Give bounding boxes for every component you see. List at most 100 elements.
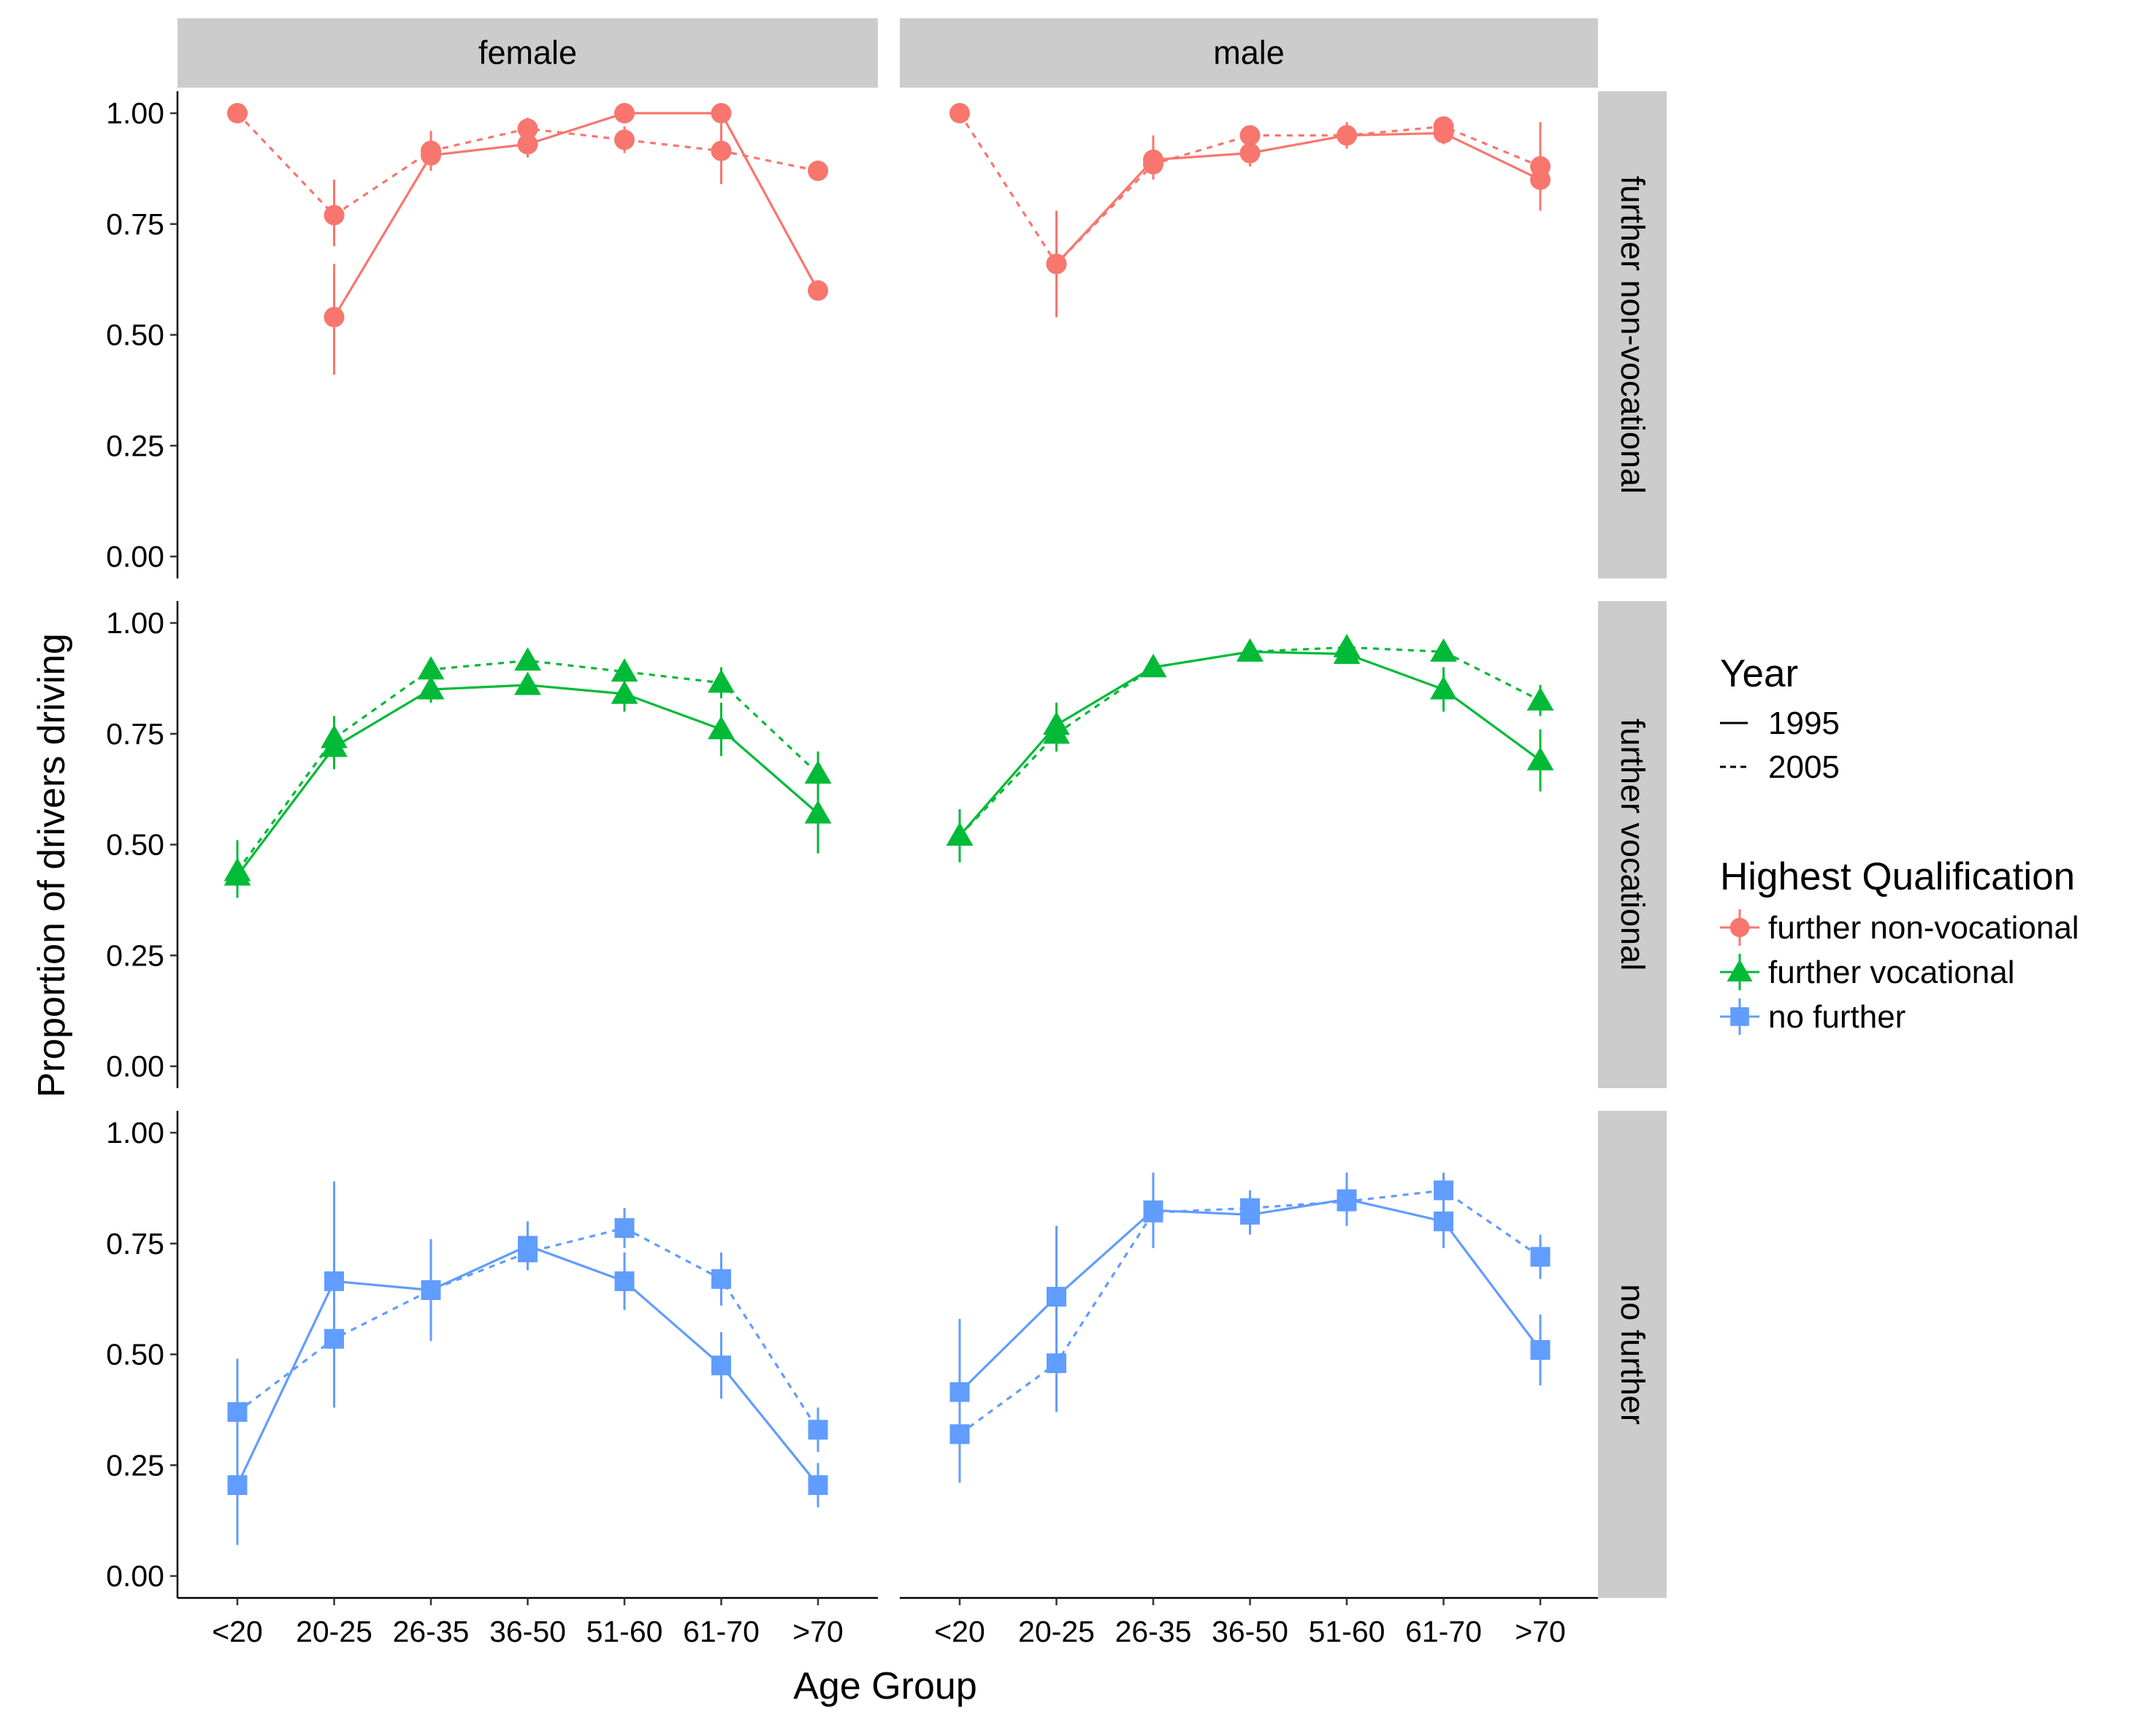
data-point: [1333, 633, 1361, 657]
series-line-1995: [958, 650, 1541, 837]
data-point: [1530, 1339, 1551, 1360]
y-axis-title: Proportion of drivers driving: [31, 633, 73, 1098]
y-tick-label: 0.00: [106, 1049, 164, 1083]
data-point: [1434, 1211, 1453, 1231]
y-tick-label: 0.00: [106, 1559, 164, 1593]
data-point: [417, 676, 445, 700]
legend: Year 1995 2005 Highest Qualification further…: [1720, 652, 2079, 1035]
x-tick-label: 26-35: [1115, 1615, 1192, 1648]
data-point: [324, 1328, 344, 1349]
data-point: [223, 857, 251, 881]
data-point: [711, 1355, 731, 1376]
facet-strips: female male further non-vocational further …: [177, 18, 1667, 1598]
y-tick-label: 1.00: [106, 96, 164, 130]
data-point: [1433, 116, 1454, 137]
x-axis-title: Age Group: [793, 1665, 977, 1707]
data-point: [949, 1382, 970, 1402]
data-point: [611, 680, 638, 704]
data-point: [808, 160, 828, 181]
y-tick-label: 0.00: [106, 540, 164, 573]
legend-key-marker: [1727, 959, 1753, 982]
y-tick-label: 0.75: [106, 207, 164, 241]
legend-key-marker: [1729, 917, 1750, 938]
facet-label-no-further: no further: [1614, 1284, 1651, 1425]
y-tick-label: 1.00: [106, 1116, 164, 1150]
y-tick-label: 0.75: [106, 1227, 164, 1261]
data-point: [711, 1269, 731, 1289]
facet-label-further-non-vocational: further non-vocational: [1614, 176, 1651, 494]
data-point: [611, 658, 638, 682]
data-point: [1047, 1353, 1066, 1374]
facet-strip-further-non-vocational: [1598, 91, 1667, 578]
y-tick-label: 0.50: [106, 828, 164, 862]
x-tick-label: 36-50: [1212, 1615, 1288, 1648]
data-point: [804, 800, 832, 824]
series-layer: [223, 103, 1554, 1545]
data-point: [614, 1271, 635, 1291]
panel-female-further-non-vocational: [227, 103, 828, 375]
data-point: [708, 669, 735, 693]
data-point: [949, 103, 970, 123]
data-point: [1530, 1247, 1551, 1267]
data-point: [1239, 142, 1261, 164]
data-point: [517, 134, 538, 155]
data-point: [1337, 1191, 1357, 1212]
data-point: [514, 647, 541, 671]
legend-label-qualification: no further: [1768, 999, 1905, 1035]
panel-male-further-vocational: [946, 633, 1554, 862]
facet-strip-female: [177, 18, 878, 88]
y-tick-label: 1.00: [106, 606, 164, 640]
data-point: [1530, 156, 1551, 177]
axes: 0.00 0.25 0.50 0.75 1.00 0.00 0.25 0.50 0.75 1.00…: [106, 91, 1598, 1648]
x-tick-label: 20-25: [1018, 1615, 1095, 1648]
data-point: [1236, 638, 1264, 662]
x-tick-label: <20: [212, 1615, 263, 1648]
data-point: [324, 307, 345, 328]
data-point: [1239, 125, 1261, 146]
y-tick-label: 0.50: [106, 318, 164, 352]
y-tick-label: 0.25: [106, 938, 164, 972]
x-tick-label: 61-70: [683, 1615, 760, 1648]
data-point: [1143, 153, 1163, 175]
panel-female-further-vocational: [223, 647, 832, 898]
data-point: [321, 724, 348, 749]
data-point: [1043, 720, 1070, 744]
x-tick-label: <20: [934, 1615, 985, 1648]
data-point: [227, 1475, 248, 1496]
panel-female-no-further: [227, 1181, 828, 1545]
data-point: [614, 1218, 635, 1239]
x-tick-label: 61-70: [1405, 1615, 1482, 1648]
data-point: [421, 140, 441, 161]
data-point: [1240, 1198, 1260, 1218]
data-point: [227, 103, 248, 123]
facet-strip-no-further: [1598, 1111, 1667, 1598]
x-tick-label: 51-60: [586, 1615, 663, 1648]
facet-label-male: male: [1213, 34, 1285, 72]
data-point: [1430, 676, 1457, 700]
data-point: [324, 1271, 344, 1291]
x-tick-label: 51-60: [1309, 1615, 1385, 1648]
y-tick-label: 0.25: [106, 1448, 164, 1482]
data-point: [808, 280, 828, 301]
data-point: [804, 760, 832, 784]
data-point: [711, 140, 732, 161]
facet-strip-male: [900, 18, 1598, 88]
y-tick-label: 0.75: [106, 717, 164, 751]
series-line-1995: [1055, 131, 1541, 265]
data-point: [417, 656, 445, 680]
x-tick-label: 36-50: [489, 1615, 566, 1648]
legend-title-year: Year: [1720, 652, 1798, 695]
facet-label-further-vocational: further vocational: [1614, 719, 1651, 971]
data-point: [1526, 686, 1554, 711]
data-point: [1046, 253, 1067, 275]
data-point: [711, 103, 732, 123]
data-point: [708, 716, 735, 740]
x-tick-label: >70: [792, 1615, 844, 1648]
data-point: [517, 118, 538, 139]
data-point: [808, 1420, 828, 1440]
x-tick-label: 26-35: [393, 1615, 470, 1648]
data-point: [808, 1475, 828, 1496]
data-point: [514, 671, 541, 695]
panel-male-no-further: [949, 1172, 1551, 1483]
